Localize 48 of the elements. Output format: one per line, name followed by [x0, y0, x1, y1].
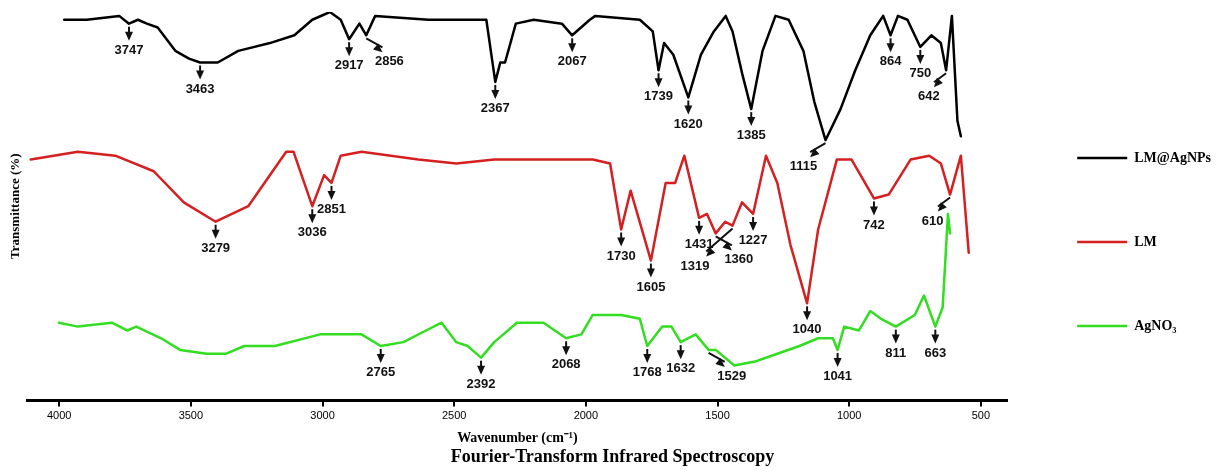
y-axis-title: Transmittance (%) [7, 153, 23, 259]
annotation: 1730 [606, 247, 636, 263]
annotation: 3036 [297, 224, 327, 240]
annotation: 1632 [666, 360, 696, 376]
annotation: 610 [921, 212, 944, 228]
x-tick-label: 2500 [441, 409, 467, 422]
x-tick-label: 1500 [705, 409, 730, 422]
annotation: 2917 [334, 57, 364, 73]
annotation: 2856 [374, 53, 404, 69]
annotation: 811 [885, 344, 907, 360]
annotation: 1360 [724, 251, 754, 267]
annotation: 1040 [792, 321, 822, 337]
annotation: 1041 [823, 367, 853, 383]
annotation: 1620 [673, 115, 703, 131]
annotation: 642 [917, 88, 940, 104]
annotation: 1115 [789, 158, 818, 174]
annotation: 2367 [480, 99, 510, 115]
annotation: 2851 [317, 200, 346, 216]
annotation: 1529 [717, 367, 747, 383]
annotation: 1605 [636, 278, 666, 294]
x-tick-label: 2000 [573, 409, 599, 422]
annotation: 1768 [632, 364, 662, 380]
x-tick-label: 3500 [178, 409, 204, 422]
x-axis-title: Wavenumber (cm⁻¹) [457, 429, 578, 446]
annotation: 663 [924, 344, 947, 360]
annotation: 1319 [680, 257, 710, 273]
text: Fourier-Transform Infrared Spectroscopy [450, 445, 775, 466]
annotation: 2067 [557, 53, 587, 69]
annotation: 3747 [114, 41, 144, 57]
annotation: 750 [909, 65, 932, 81]
annotation: 1227 [738, 232, 768, 248]
annotation: 3279 [201, 239, 231, 255]
annotation: 742 [863, 216, 885, 232]
legend-label: LM@AgNPs [1134, 149, 1212, 165]
legend-label: AgNO₃ [1134, 317, 1177, 333]
annotation: 2068 [551, 356, 581, 372]
annotation: 1431 [684, 235, 714, 251]
annotation: 864 [879, 53, 903, 69]
x-tick-label: 500 [971, 409, 991, 422]
x-tick-label: 4000 [46, 409, 72, 422]
x-tick-label: 1000 [836, 409, 862, 422]
annotation: 1739 [644, 88, 674, 104]
legend-label: LM [1134, 233, 1157, 249]
annotation: 1385 [736, 127, 766, 143]
annotation: 2392 [466, 375, 496, 391]
annotation: 3463 [185, 80, 215, 96]
annotation: 2765 [366, 364, 396, 380]
x-tick-label: 3000 [310, 409, 335, 422]
